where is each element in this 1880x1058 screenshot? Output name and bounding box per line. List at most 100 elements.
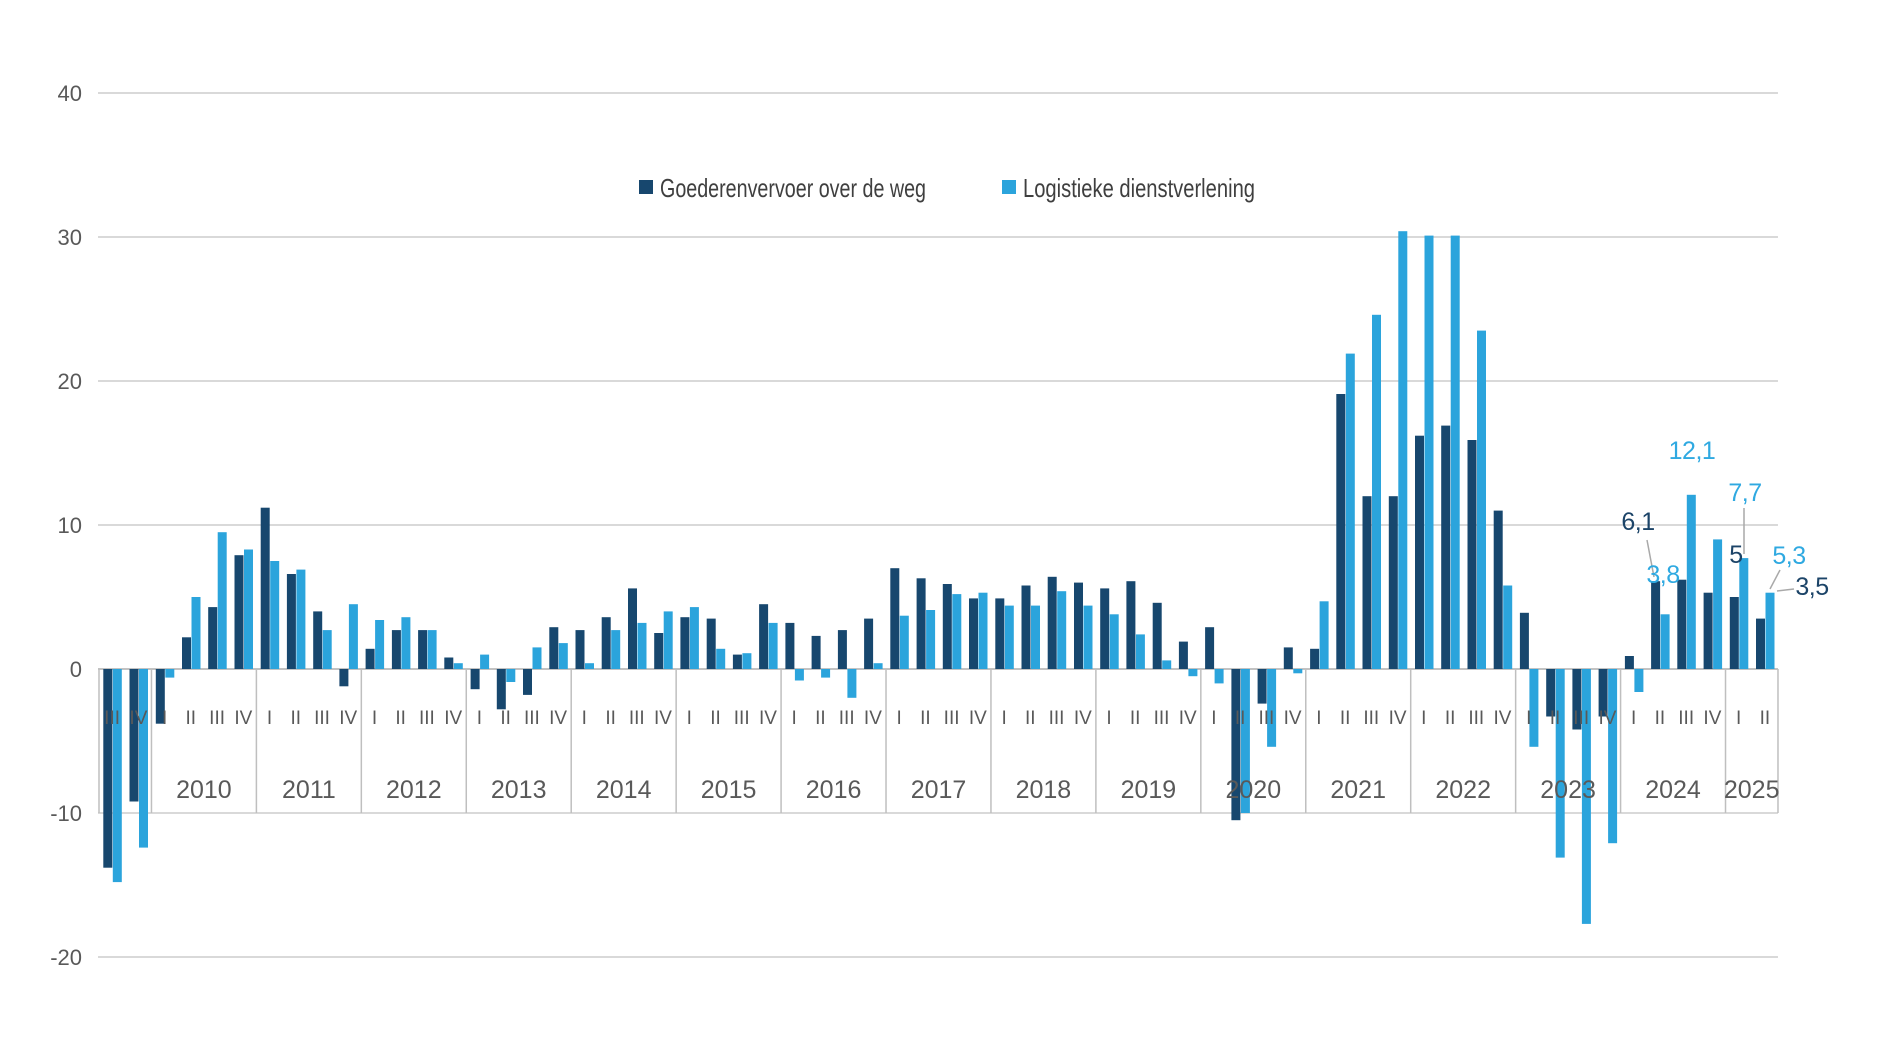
bar-logistiek-2017-II [926, 610, 936, 669]
bar-logistiek-2017-I [899, 615, 909, 669]
y-tick-label: 30 [58, 225, 82, 250]
quarter-label: I [267, 708, 272, 729]
legend-swatch-goederenvervoer [639, 180, 653, 194]
bar-logistiek-2016-I [794, 669, 804, 681]
bar-logistiek-2023-IV [1608, 669, 1618, 844]
bar-goederenvervoer-2020-II [1231, 669, 1241, 821]
bar-goederenvervoer-2016-II [811, 635, 821, 669]
bar-goederenvervoer-2013-II [496, 669, 506, 710]
quarter-label: III [419, 708, 435, 729]
quarter-label: IV [1389, 708, 1407, 729]
bar-goederenvervoer-2017-I [890, 568, 900, 669]
bar-logistiek-2011-IV [348, 604, 358, 669]
quarter-label: II [1655, 708, 1666, 729]
bar-logistiek-2024-II [1660, 614, 1670, 669]
bar-goederenvervoer-2021-II [1336, 394, 1346, 669]
bar-logistiek-2015-II [716, 648, 726, 669]
bar-goederenvervoer-2022-IV [1493, 510, 1503, 669]
bar-logistiek-2023-II [1555, 669, 1565, 858]
bar-goederenvervoer-2019-IV [1178, 641, 1188, 669]
bar-logistiek-2022-IV [1503, 585, 1513, 669]
bar-logistiek-2010-II [191, 597, 201, 669]
quarter-label: III [1468, 708, 1484, 729]
bar-logistiek-2014-II [611, 630, 621, 669]
quarter-label: I [1211, 708, 1216, 729]
bar-logistiek-2014-III [637, 622, 647, 669]
bar-goederenvervoer-2019-III [1152, 602, 1162, 669]
bar-logistiek-2020-III [1267, 669, 1277, 747]
bar-goederenvervoer-2018-III [1047, 576, 1057, 669]
bar-goederenvervoer-2015-III [732, 654, 742, 669]
quarter-label: II [1340, 708, 1351, 729]
bar-goederenvervoer-2024-III [1677, 579, 1687, 669]
quarter-label: III [524, 708, 540, 729]
bar-goederenvervoer-2019-I [1100, 588, 1110, 669]
quarter-label: III [629, 708, 645, 729]
quarter-label: IV [864, 708, 882, 729]
quarter-label: III [1678, 708, 1694, 729]
bar-goederenvervoer-2018-IV [1074, 582, 1083, 669]
bar-logistiek-2018-II [1031, 605, 1040, 669]
quarter-label: II [186, 708, 197, 729]
quarter-label: I [372, 708, 377, 729]
data-label-leader [1776, 588, 1795, 592]
bar-logistiek-2012-I [375, 620, 385, 669]
bar-logistiek-2013-III [532, 647, 542, 669]
bar-logistiek-2013-I [480, 654, 490, 669]
bar-goederenvervoer-2021-III [1362, 496, 1372, 669]
bar-logistiek-2012-II [401, 617, 411, 669]
bar-logistiek-2009-IV [139, 669, 148, 848]
bar-logistiek-2024-III [1686, 494, 1696, 669]
quarter-label: II [395, 708, 406, 729]
year-label: 2010 [176, 776, 232, 804]
bar-logistiek-2012-IV [453, 663, 463, 669]
year-label: 2017 [911, 776, 967, 804]
bar-goederenvervoer-2023-III [1572, 669, 1582, 730]
quarter-label: II [1130, 708, 1141, 729]
quarter-label: II [1235, 708, 1246, 729]
y-tick-label: 10 [58, 513, 82, 538]
quarter-label: III [1363, 708, 1379, 729]
quarter-label: IV [654, 708, 672, 729]
bar-logistiek-2010-IV [244, 549, 253, 669]
bar-goederenvervoer-2013-I [470, 669, 480, 690]
quarter-label: III [734, 708, 750, 729]
bar-goederenvervoer-2010-II [182, 637, 191, 669]
bar-logistiek-2013-II [506, 669, 516, 682]
bar-logistiek-2016-IV [873, 663, 883, 669]
year-label: 2013 [491, 776, 547, 804]
bar-goederenvervoer-2015-IV [759, 604, 769, 669]
quarter-label: II [1760, 708, 1771, 729]
bar-goederenvervoer-2012-III [418, 630, 428, 669]
quarter-label: IV [339, 708, 357, 729]
bar-logistiek-2021-IV [1398, 231, 1408, 669]
bar-goederenvervoer-2014-II [601, 617, 611, 669]
quarter-label: III [314, 708, 330, 729]
bar-logistiek-2010-III [217, 532, 227, 669]
quarter-label: I [1526, 708, 1531, 729]
year-label: 2019 [1121, 776, 1177, 804]
bar-goederenvervoer-2012-I [365, 648, 375, 669]
bar-logistiek-2019-I [1109, 614, 1119, 669]
bar-goederenvervoer-2023-IV [1598, 669, 1608, 717]
quarter-label: I [1421, 708, 1426, 729]
y-tick-label: 40 [58, 81, 82, 106]
quarter-label: I [162, 708, 167, 729]
year-label: 2015 [701, 776, 757, 804]
bar-logistiek-2017-III [952, 594, 962, 669]
year-label: 2011 [282, 776, 336, 804]
bar-goederenvervoer-2010-I [155, 669, 165, 724]
bar-goederenvervoer-2019-II [1126, 581, 1136, 669]
data-label: 6,1 [1621, 508, 1654, 536]
bar-goederenvervoer-2021-IV [1388, 496, 1398, 669]
bar-logistiek-2022-II [1450, 235, 1460, 669]
quarter-label: IV [129, 708, 147, 729]
quarter-label: I [477, 708, 482, 729]
bar-goederenvervoer-2017-III [942, 584, 952, 669]
data-label: 3,5 [1795, 573, 1828, 601]
year-label: 2022 [1435, 776, 1491, 804]
bar-logistiek-2025-II [1765, 592, 1775, 669]
quarter-label: I [1631, 708, 1636, 729]
